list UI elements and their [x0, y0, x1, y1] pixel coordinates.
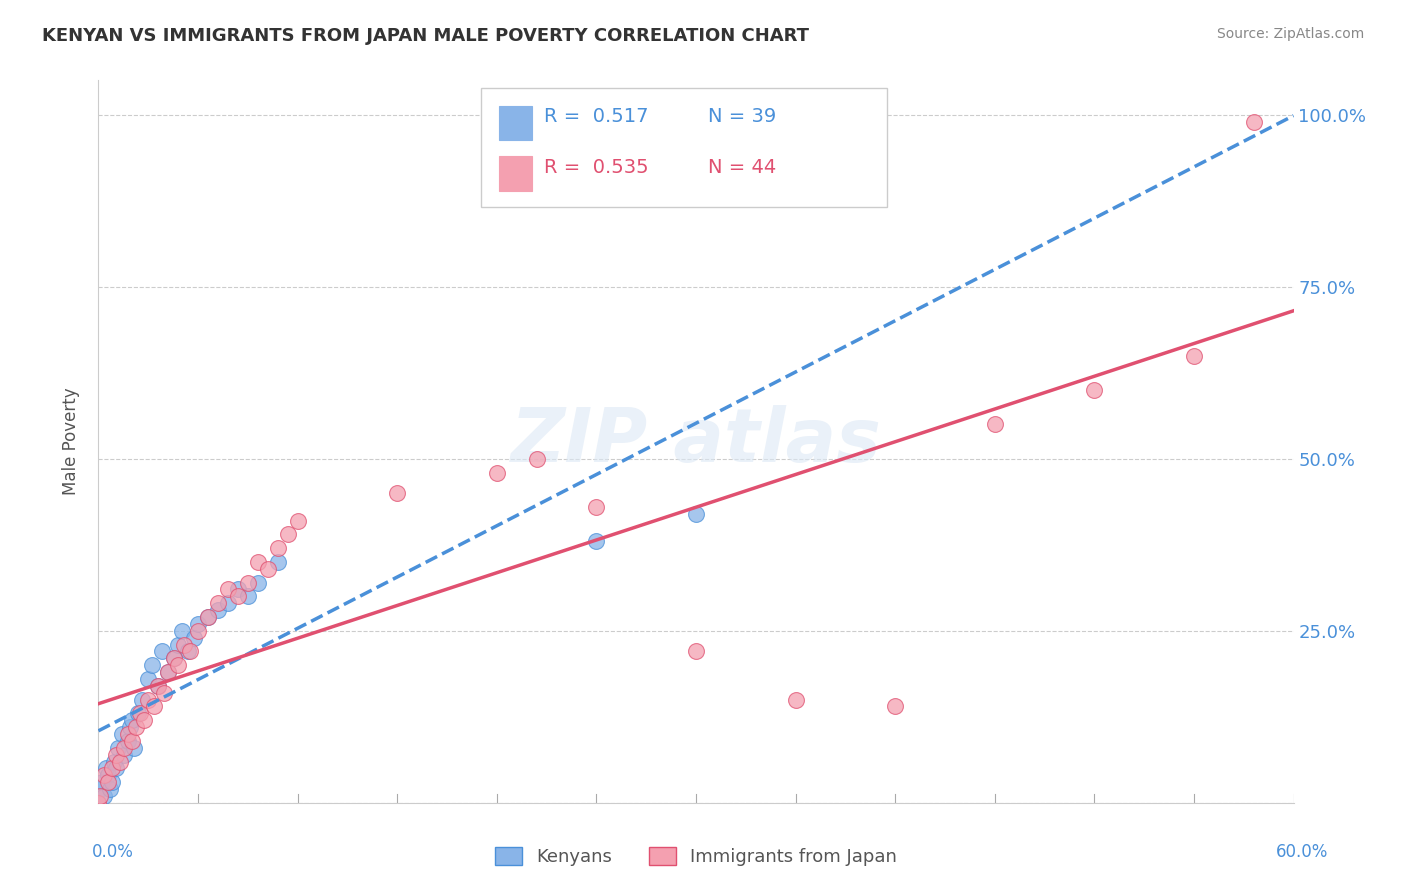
- Point: [197, 610, 219, 624]
- Text: 60.0%: 60.0%: [1277, 843, 1329, 861]
- Point: [148, 679, 170, 693]
- Point: [136, 672, 159, 686]
- Point: [89, 789, 111, 803]
- Bar: [499, 105, 533, 140]
- Point: [246, 575, 269, 590]
- Point: [136, 692, 159, 706]
- Point: [101, 761, 124, 775]
- Point: [1182, 349, 1205, 363]
- Point: [93, 789, 115, 803]
- Point: [157, 665, 180, 679]
- Point: [141, 658, 163, 673]
- Point: [187, 624, 209, 638]
- Point: [89, 782, 111, 797]
- Point: [685, 507, 707, 521]
- Point: [385, 486, 409, 500]
- Point: [103, 755, 125, 769]
- Text: N = 44: N = 44: [709, 158, 776, 177]
- Point: [91, 775, 114, 789]
- Point: [107, 740, 129, 755]
- Point: [187, 616, 209, 631]
- Point: [121, 713, 143, 727]
- Point: [120, 720, 142, 734]
- Text: R =  0.517: R = 0.517: [544, 107, 648, 126]
- Point: [246, 555, 269, 569]
- Point: [96, 761, 118, 775]
- Legend: Kenyans, Immigrants from Japan: Kenyans, Immigrants from Japan: [488, 839, 904, 873]
- Point: [112, 740, 135, 755]
- Text: N = 39: N = 39: [709, 107, 776, 126]
- Point: [785, 692, 807, 706]
- Point: [101, 775, 124, 789]
- Text: ZIP atlas: ZIP atlas: [510, 405, 882, 478]
- Point: [163, 651, 186, 665]
- Point: [129, 706, 152, 721]
- Point: [217, 596, 239, 610]
- Point: [93, 768, 115, 782]
- Point: [143, 699, 166, 714]
- Point: [585, 500, 607, 514]
- Point: [226, 590, 249, 604]
- Point: [585, 534, 607, 549]
- Point: [134, 713, 156, 727]
- Point: [207, 596, 229, 610]
- Text: KENYAN VS IMMIGRANTS FROM JAPAN MALE POVERTY CORRELATION CHART: KENYAN VS IMMIGRANTS FROM JAPAN MALE POV…: [42, 27, 810, 45]
- Point: [153, 686, 176, 700]
- Point: [98, 782, 122, 797]
- Point: [287, 514, 309, 528]
- Point: [236, 590, 259, 604]
- Point: [111, 727, 134, 741]
- Point: [267, 541, 290, 556]
- Point: [1083, 383, 1105, 397]
- Point: [105, 761, 128, 775]
- Point: [172, 624, 194, 638]
- Text: Source: ZipAtlas.com: Source: ZipAtlas.com: [1216, 27, 1364, 41]
- Y-axis label: Male Poverty: Male Poverty: [62, 388, 80, 495]
- Point: [97, 768, 120, 782]
- Point: [167, 638, 190, 652]
- Point: [884, 699, 907, 714]
- Point: [87, 796, 110, 810]
- Point: [236, 575, 259, 590]
- Point: [226, 582, 249, 597]
- Point: [163, 651, 186, 665]
- Point: [526, 451, 548, 466]
- Point: [217, 582, 239, 597]
- Point: [177, 644, 200, 658]
- Point: [150, 644, 173, 658]
- Point: [112, 747, 135, 762]
- Point: [87, 796, 110, 810]
- Point: [485, 466, 508, 480]
- Point: [173, 638, 195, 652]
- Point: [167, 658, 190, 673]
- Point: [121, 734, 143, 748]
- Point: [685, 644, 707, 658]
- Text: 0.0%: 0.0%: [91, 843, 134, 861]
- FancyBboxPatch shape: [481, 87, 887, 207]
- Point: [157, 665, 180, 679]
- Point: [267, 555, 290, 569]
- Text: R =  0.535: R = 0.535: [544, 158, 648, 177]
- Point: [125, 720, 148, 734]
- Point: [984, 417, 1007, 432]
- Point: [97, 775, 120, 789]
- Point: [1243, 114, 1265, 128]
- Point: [277, 527, 299, 541]
- Point: [179, 644, 201, 658]
- Point: [131, 692, 153, 706]
- Bar: [499, 156, 533, 191]
- Point: [127, 706, 149, 721]
- Point: [183, 631, 205, 645]
- Point: [256, 562, 278, 576]
- Point: [148, 679, 170, 693]
- Point: [117, 727, 139, 741]
- Point: [117, 734, 139, 748]
- Point: [197, 610, 219, 624]
- Point: [124, 740, 146, 755]
- Point: [110, 755, 132, 769]
- Point: [105, 747, 128, 762]
- Point: [207, 603, 229, 617]
